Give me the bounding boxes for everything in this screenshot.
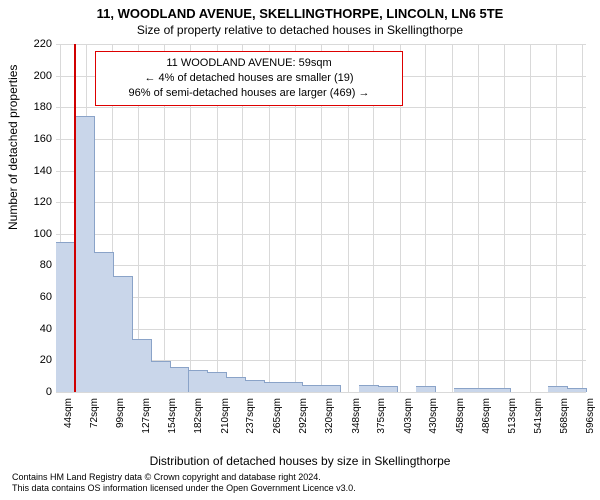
histogram-bar [207,372,227,392]
histogram-bar [567,388,587,392]
x-tick: 292sqm [298,398,309,448]
x-axis-label: Distribution of detached houses by size … [0,454,600,468]
x-tick: 44sqm [63,398,74,448]
x-tick: 237sqm [245,398,256,448]
x-tick: 320sqm [324,398,335,448]
y-tick: 140 [22,165,52,177]
histogram-bar [226,377,246,392]
histogram-bar [359,385,379,392]
histogram-bar [491,388,511,392]
y-tick: 0 [22,386,52,398]
histogram-bar [75,116,95,392]
histogram-bar [151,361,171,392]
histogram-bar [378,386,398,392]
footer-line-2: This data contains OS information licens… [12,483,356,494]
x-tick: 72sqm [89,398,100,448]
y-tick: 120 [22,196,52,208]
histogram-bar [189,370,209,392]
property-marker-line [74,44,76,392]
histogram-bar [416,386,436,392]
x-tick: 99sqm [115,398,126,448]
info-box: 11 WOODLAND AVENUE: 59sqm ← 4% of detach… [95,51,403,106]
chart-subtitle: Size of property relative to detached ho… [0,23,600,37]
histogram-bar [321,385,341,392]
histogram-bar [302,385,322,392]
histogram-bar [56,242,76,392]
info-line-2: ← 4% of detached houses are smaller (19) [104,71,394,86]
x-tick: 127sqm [141,398,152,448]
x-tick: 568sqm [559,398,570,448]
x-tick: 403sqm [403,398,414,448]
x-tick: 513sqm [507,398,518,448]
y-tick: 80 [22,259,52,271]
y-tick: 180 [22,101,52,113]
x-tick: 541sqm [533,398,544,448]
histogram-bar [132,339,152,392]
x-tick: 375sqm [376,398,387,448]
y-tick: 40 [22,323,52,335]
histogram-bar [264,382,284,392]
y-tick: 160 [22,133,52,145]
histogram-bar [472,388,492,392]
x-tick: 596sqm [585,398,596,448]
histogram-bar [170,367,190,392]
footer-line-1: Contains HM Land Registry data © Crown c… [12,472,356,483]
footer: Contains HM Land Registry data © Crown c… [12,472,356,495]
x-tick: 265sqm [272,398,283,448]
chart-page: 11, WOODLAND AVENUE, SKELLINGTHORPE, LIN… [0,0,600,500]
histogram-bar [94,252,114,392]
chart-title: 11, WOODLAND AVENUE, SKELLINGTHORPE, LIN… [0,6,600,21]
histogram-bar [454,388,474,392]
x-tick: 348sqm [351,398,362,448]
x-tick: 210sqm [220,398,231,448]
histogram-bar [113,276,133,392]
info-line-1: 11 WOODLAND AVENUE: 59sqm [104,56,394,71]
histogram-bar [283,382,303,392]
histogram-bar [548,386,568,392]
x-tick: 182sqm [193,398,204,448]
y-tick: 220 [22,38,52,50]
y-axis-label: Number of detached properties [6,65,20,230]
info-line-3: 96% of semi-detached houses are larger (… [104,86,394,101]
y-tick: 100 [22,228,52,240]
y-tick: 60 [22,291,52,303]
x-tick: 458sqm [455,398,466,448]
x-tick: 430sqm [428,398,439,448]
x-tick: 154sqm [167,398,178,448]
histogram-bar [245,380,265,392]
y-tick: 20 [22,354,52,366]
y-tick: 200 [22,70,52,82]
x-tick: 486sqm [481,398,492,448]
